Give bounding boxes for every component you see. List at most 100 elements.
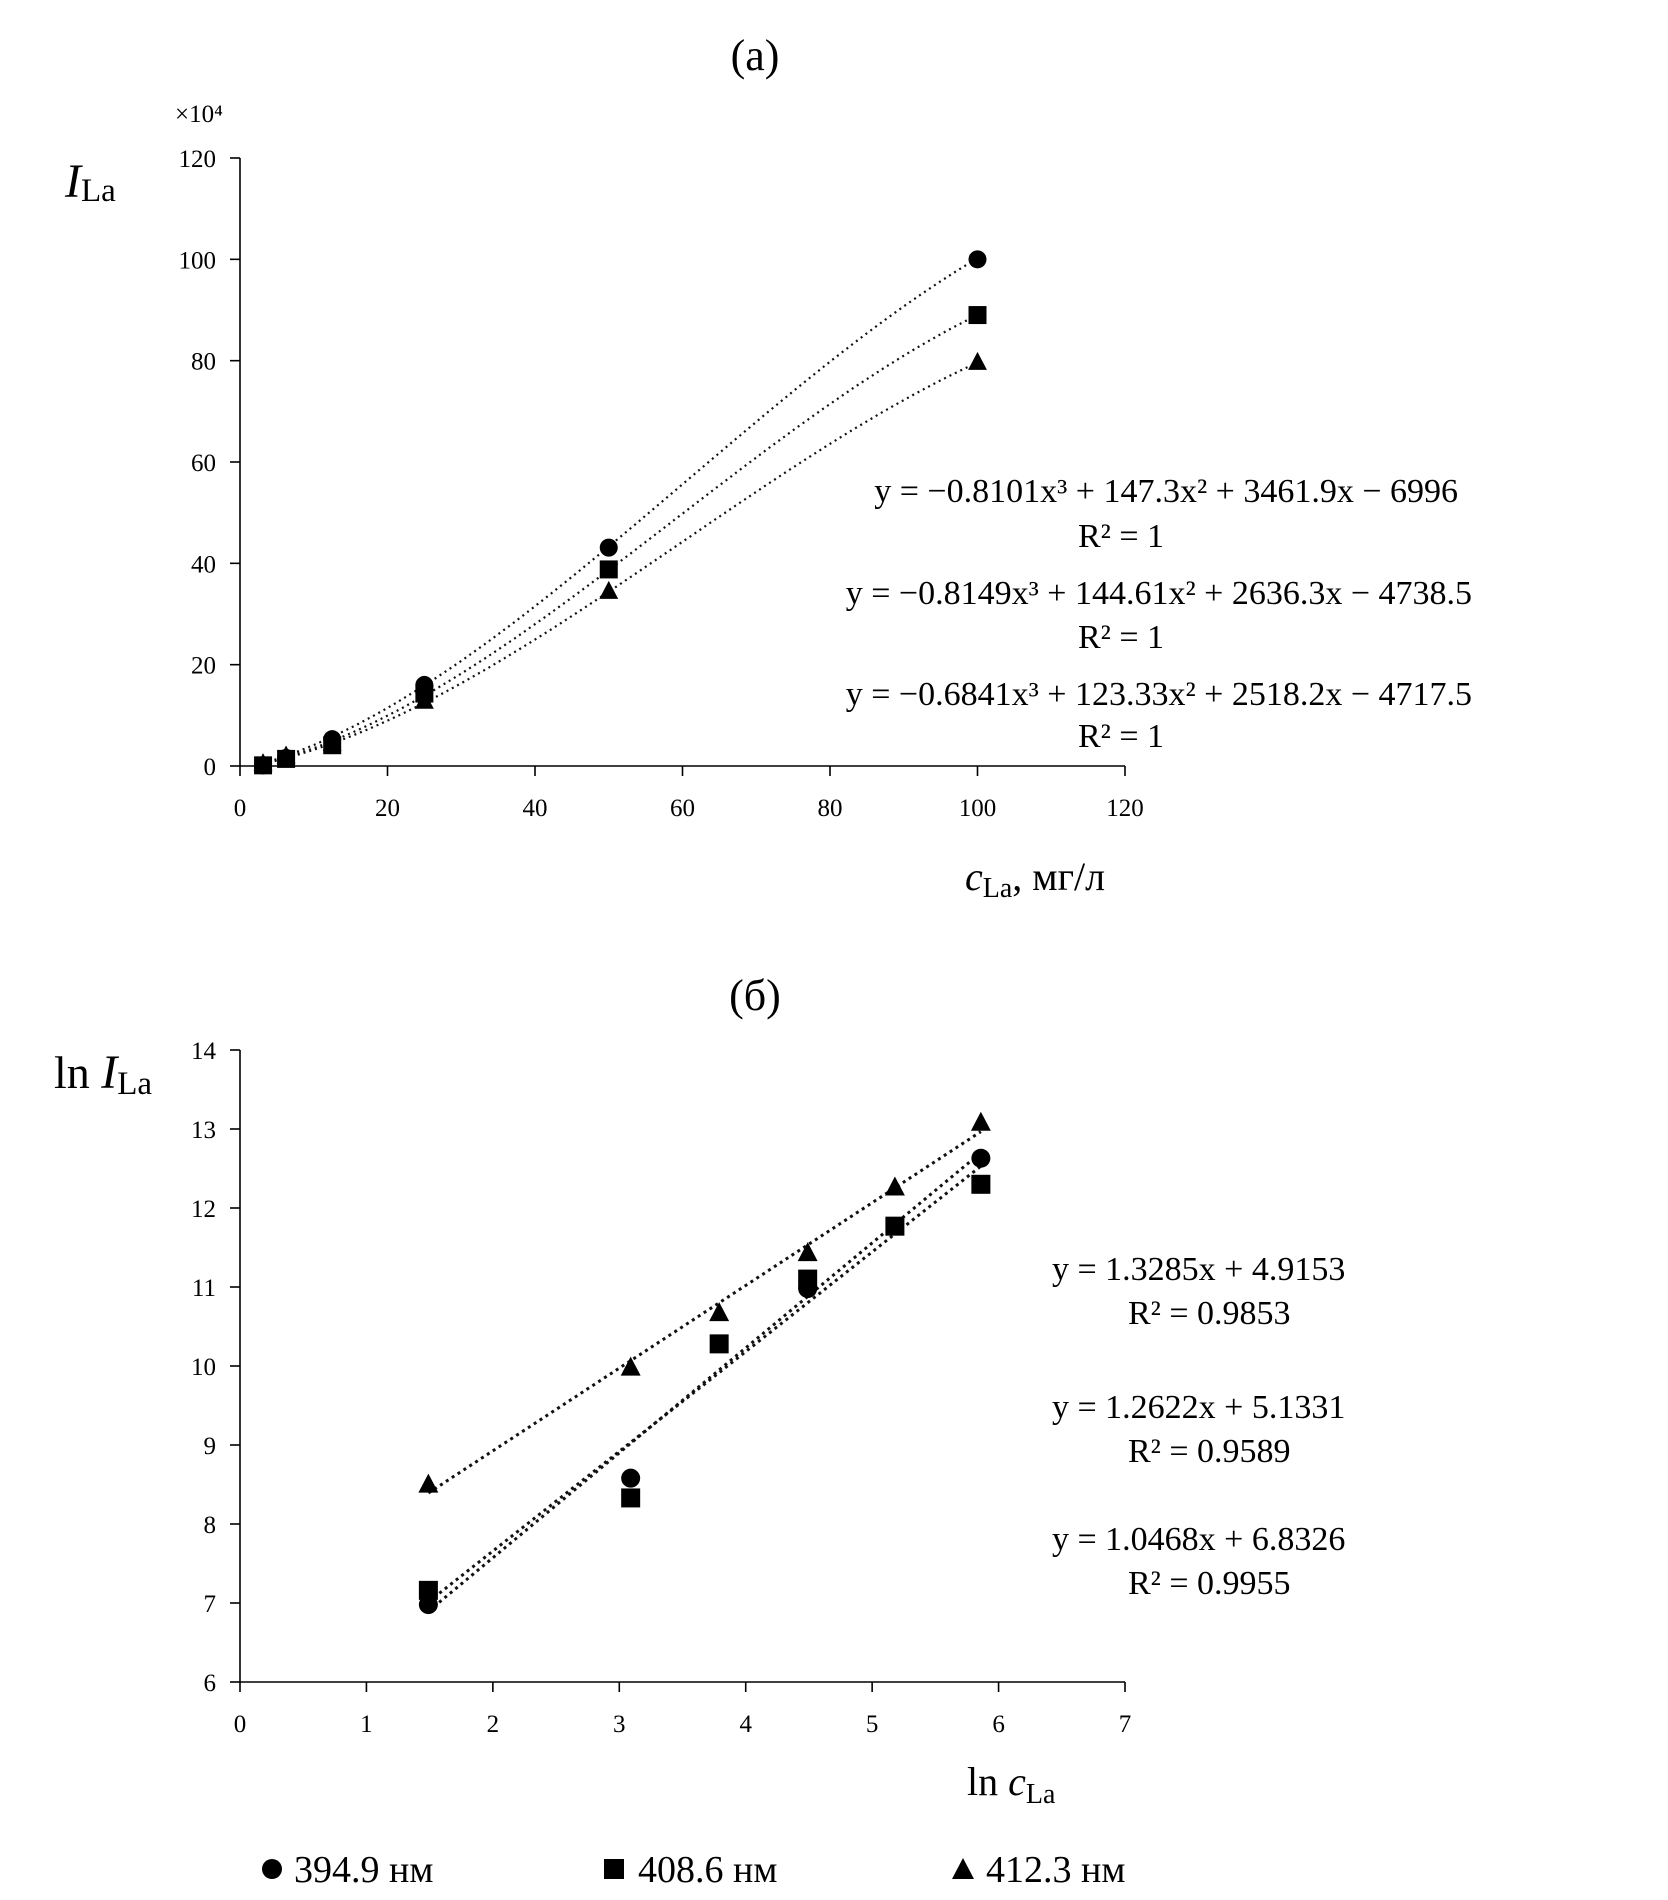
chart-b-point-triangle — [418, 1473, 439, 1493]
chart-b-equation-1: y = 1.3285x + 4.9153 — [1052, 1251, 1345, 1288]
legend-label-3: 412.3 нм — [986, 1849, 1125, 1891]
x-tick-label: 6 — [992, 1711, 1005, 1738]
y-tick-label: 11 — [192, 1275, 216, 1302]
y-tick-label: 12 — [191, 1196, 216, 1223]
chart-a-y-axis-label: ILa — [64, 155, 116, 209]
chart-b-x-label-main: c — [1008, 1759, 1026, 1804]
legend-circle-marker — [262, 1859, 282, 1879]
chart-a-point-square — [968, 306, 987, 325]
chart-a-x-label-sub: La — [983, 873, 1013, 904]
y-tick-label: 60 — [191, 450, 216, 477]
chart-b-point-square — [885, 1216, 905, 1236]
y-tick-label: 40 — [191, 551, 216, 578]
y-tick-label: 80 — [191, 349, 216, 376]
y-tick-label: 8 — [204, 1512, 217, 1539]
chart-b-title: (б) — [729, 971, 781, 1020]
y-tick-label: 20 — [191, 653, 216, 680]
x-tick-label: 80 — [818, 795, 843, 822]
x-tick-label: 1 — [360, 1711, 373, 1738]
chart-b-trendline-1 — [427, 1151, 982, 1613]
chart-b-trendline-3 — [427, 1130, 982, 1495]
chart-a-title: (а) — [731, 31, 780, 80]
y-tick-label: 100 — [179, 247, 217, 274]
chart-a-y-label-main: I — [64, 155, 83, 208]
chart-b-x-label-prefix: ln — [967, 1759, 1008, 1804]
chart-a-point-triangle — [253, 753, 273, 772]
chart-b-point-triangle — [620, 1356, 641, 1376]
chart-b-markers — [418, 1111, 991, 1615]
chart-b-point-triangle — [797, 1242, 818, 1262]
chart-a-point-triangle — [599, 580, 619, 599]
chart-b-r2-2: R² = 0.9589 — [1128, 1433, 1291, 1470]
chart-b-r2-3: R² = 0.9955 — [1128, 1565, 1291, 1602]
chart-b-trendlines — [427, 1130, 982, 1613]
y-tick-label: 7 — [204, 1591, 217, 1618]
chart-a-x-axis-label: cLa, мг/л — [965, 854, 1105, 904]
chart-a-axes: 0 20 40 60 80 100 120 0 20 40 60 80 100 120 — [179, 146, 1144, 822]
chart-b-y-axis-label: ln ILa — [54, 1046, 152, 1102]
x-tick-label: 40 — [523, 795, 548, 822]
y-tick-label: 6 — [204, 1670, 217, 1697]
chart-b-x-axis-label: ln cLa — [967, 1759, 1056, 1810]
chart-b-point-square — [798, 1269, 818, 1289]
chart-b-point-square — [709, 1334, 729, 1354]
chart-b-point-square — [418, 1580, 438, 1600]
x-tick-label: 100 — [959, 795, 997, 822]
x-tick-label: 20 — [375, 795, 400, 822]
y-tick-label: 0 — [204, 754, 217, 781]
x-tick-label: 5 — [866, 1711, 879, 1738]
y-tick-label: 9 — [204, 1433, 217, 1460]
x-tick-label: 2 — [487, 1711, 500, 1738]
chart-b-point-square — [971, 1174, 991, 1194]
x-tick-label: 0 — [234, 1711, 247, 1738]
y-tick-label: 10 — [191, 1354, 216, 1381]
chart-a-equation-3: y = −0.6841x³ + 123.33x² + 2518.2x − 471… — [846, 676, 1472, 713]
chart-a-x-label-suffix: , мг/л — [1012, 854, 1105, 899]
chart-a-equations: y = −0.8101x³ + 147.3x² + 3461.9x − 6996… — [846, 473, 1472, 755]
chart-a-markers — [253, 250, 987, 775]
legend: 394.9 нм 408.6 нм 412.3 нм — [262, 1849, 1125, 1891]
y-tick-label: 120 — [179, 146, 217, 173]
chart-a-point-square — [599, 560, 618, 579]
chart-b-trendline-2 — [427, 1164, 982, 1604]
legend-label-1: 394.9 нм — [294, 1849, 433, 1891]
chart-a-r2-3: R² = 1 — [1078, 718, 1164, 755]
chart-a-point-triangle — [414, 690, 434, 709]
x-tick-label: 0 — [234, 795, 247, 822]
chart-b-y-label-prefix: ln — [54, 1047, 101, 1098]
x-tick-label: 4 — [739, 1711, 752, 1738]
chart-a-point-triangle — [968, 351, 987, 370]
chart-a-x-label-main: c — [965, 854, 983, 899]
chart-b-point-triangle — [884, 1176, 905, 1196]
chart-a-y-label-sub: La — [81, 173, 116, 209]
chart-a-equation-1: y = −0.8101x³ + 147.3x² + 3461.9x − 6996 — [874, 473, 1458, 510]
x-tick-label: 60 — [670, 795, 695, 822]
chart-b-point-circle — [621, 1468, 641, 1488]
legend-square-marker — [604, 1859, 624, 1879]
chart-b-r2-1: R² = 0.9853 — [1128, 1295, 1291, 1332]
chart-a-multiplier: ×10⁴ — [175, 101, 223, 128]
y-tick-label: 13 — [191, 1117, 216, 1144]
chart-a-equation-2: y = −0.8149x³ + 144.61x² + 2636.3x − 473… — [846, 575, 1472, 612]
legend-triangle-marker — [952, 1858, 974, 1879]
chart-b-x-label-sub: La — [1026, 1779, 1056, 1810]
x-tick-label: 7 — [1119, 1711, 1132, 1738]
chart-a-point-triangle — [276, 745, 296, 764]
x-tick-label: 120 — [1106, 795, 1144, 822]
chart-b-point-square — [621, 1488, 641, 1508]
chart-a-point-triangle — [322, 732, 342, 751]
y-tick-label: 14 — [191, 1038, 217, 1065]
chart-b-point-triangle — [709, 1302, 730, 1322]
chart-a-r2-2: R² = 1 — [1078, 619, 1164, 656]
x-tick-label: 3 — [613, 1711, 626, 1738]
chart-b-equations: y = 1.3285x + 4.9153 R² = 0.9853 y = 1.2… — [1052, 1251, 1345, 1602]
chart-a-point-circle — [599, 538, 618, 557]
chart-a-point-circle — [968, 250, 987, 269]
chart-b-y-label-main: I — [100, 1046, 119, 1099]
chart-b-point-triangle — [970, 1111, 991, 1131]
chart-b-y-label-sub: La — [117, 1066, 152, 1102]
